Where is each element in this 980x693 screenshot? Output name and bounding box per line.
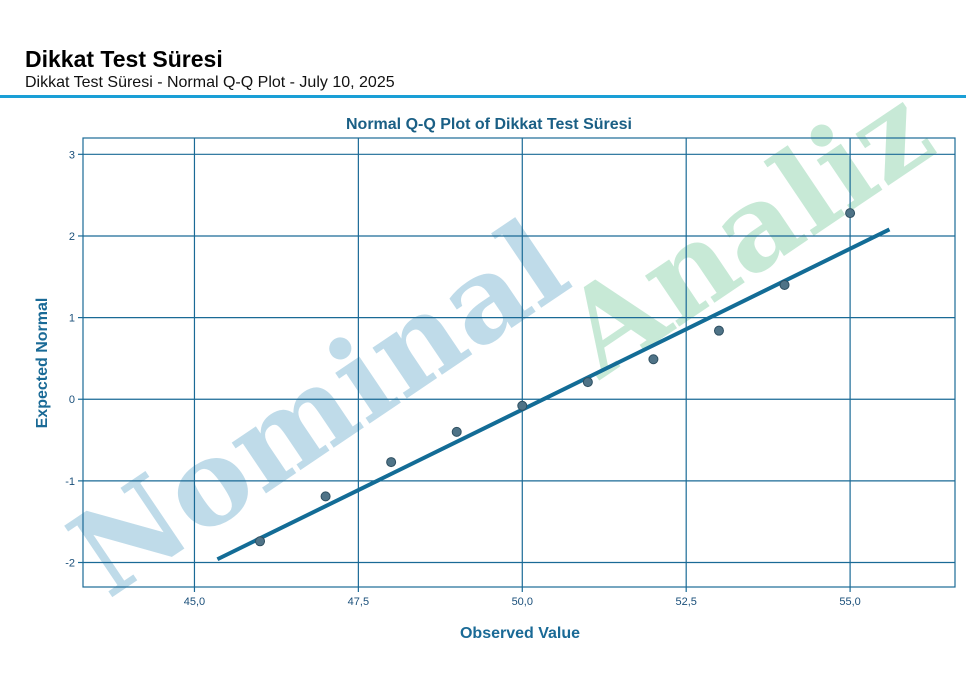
x-tick-label: 50,0 [512,596,533,608]
grid [83,138,955,587]
y-axis-ticks: 3 2 1 0 -1 -2 [65,149,83,570]
data-point [648,354,659,365]
x-axis-title: Observed Value [460,625,580,642]
reference-line [216,227,891,562]
x-axis-ticks: 45,0 47,5 50,0 52,5 55,0 [184,587,861,608]
y-tick-label: 1 [69,313,75,325]
y-axis-title: Expected Normal [34,298,51,429]
data-point [517,400,528,411]
x-tick-label: 45,0 [184,596,205,608]
data-point [386,457,397,468]
data-point [451,426,462,437]
x-tick-label: 47,5 [348,596,369,608]
page-title: Dikkat Test Süresi [25,46,223,72]
data-point [320,491,331,502]
x-tick-label: 52,5 [675,596,696,608]
y-tick-label: -1 [65,476,75,488]
data-point [713,325,724,336]
data-points [255,208,856,547]
y-tick-label: -2 [65,558,75,570]
page-header: Dikkat Test Süresi Dikkat Test Süresi - … [25,46,965,93]
data-point [582,377,593,388]
chart-title: Normal Q-Q Plot of Dikkat Test Süresi [346,116,632,133]
data-point [255,536,266,547]
header-divider [0,95,966,98]
y-tick-label: 2 [69,231,75,243]
plot-area-frame [82,137,956,588]
page-subtitle: Dikkat Test Süresi - Normal Q-Q Plot - J… [25,74,395,91]
data-point [779,279,790,290]
y-tick-label: 0 [69,394,75,406]
x-tick-label: 55,0 [839,596,860,608]
watermark-word-nominal: Nominal [46,193,591,623]
watermark: Nominal Analiz [46,58,956,623]
watermark-word-analiz: Analiz [537,58,956,403]
data-point [845,208,856,219]
y-tick-label: 3 [69,149,75,161]
